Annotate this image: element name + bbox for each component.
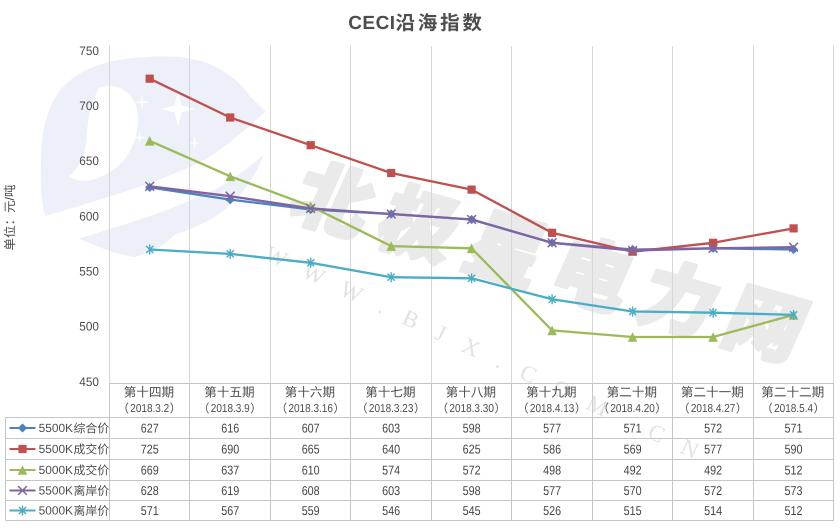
svg-text:669: 669 [141, 462, 159, 477]
svg-text:CECI: CECI [348, 13, 395, 34]
svg-text:2018.5.4: 2018.5.4 [774, 403, 813, 415]
svg-text:665: 665 [302, 441, 320, 456]
svg-text:500: 500 [79, 320, 99, 334]
svg-text:514: 514 [704, 503, 722, 518]
svg-text:640: 640 [382, 441, 400, 456]
svg-text:512: 512 [785, 462, 803, 477]
svg-text:650: 650 [79, 154, 99, 168]
svg-text:5500K: 5500K [39, 484, 73, 498]
svg-text:607: 607 [302, 420, 320, 435]
svg-text:725: 725 [141, 441, 159, 456]
svg-text:5500K: 5500K [39, 421, 73, 435]
svg-text:2018.3.2: 2018.3.2 [130, 403, 169, 415]
svg-text:577: 577 [704, 441, 722, 456]
svg-text:492: 492 [624, 462, 642, 477]
svg-text:567: 567 [221, 503, 239, 518]
svg-text:5000K: 5000K [39, 504, 73, 518]
svg-text:610: 610 [302, 462, 320, 477]
svg-text:5500K: 5500K [39, 442, 73, 456]
svg-text:608: 608 [302, 483, 320, 498]
svg-text:2018.4.13: 2018.4.13 [530, 403, 575, 415]
svg-text:627: 627 [141, 420, 159, 435]
svg-text:590: 590 [785, 441, 803, 456]
svg-text:545: 545 [463, 503, 481, 518]
svg-text:570: 570 [624, 483, 642, 498]
svg-text:2018.3.9: 2018.3.9 [211, 403, 250, 415]
svg-text:515: 515 [624, 503, 642, 518]
svg-text:2018.3.23: 2018.3.23 [369, 403, 414, 415]
svg-text:572: 572 [463, 462, 481, 477]
svg-text:512: 512 [785, 503, 803, 518]
svg-text:574: 574 [382, 462, 400, 477]
svg-text:619: 619 [221, 483, 239, 498]
svg-text:492: 492 [704, 462, 722, 477]
svg-text:750: 750 [79, 44, 99, 58]
svg-text:450: 450 [79, 375, 99, 389]
svg-text:498: 498 [543, 462, 561, 477]
svg-text:577: 577 [543, 420, 561, 435]
svg-text:2018.3.30: 2018.3.30 [449, 403, 494, 415]
svg-text:550: 550 [79, 265, 99, 279]
svg-text:603: 603 [382, 420, 400, 435]
svg-text:628: 628 [141, 483, 159, 498]
svg-text:577: 577 [543, 483, 561, 498]
svg-text:571: 571 [785, 420, 803, 435]
svg-text:572: 572 [704, 483, 722, 498]
svg-text:598: 598 [463, 420, 481, 435]
svg-text:586: 586 [543, 441, 561, 456]
svg-text:700: 700 [79, 99, 99, 113]
svg-text:637: 637 [221, 462, 239, 477]
svg-text:2018.4.27: 2018.4.27 [691, 403, 736, 415]
svg-text:2018.3.16: 2018.3.16 [288, 403, 333, 415]
svg-text:573: 573 [785, 483, 803, 498]
svg-text:690: 690 [221, 441, 239, 456]
svg-text:600: 600 [79, 209, 99, 223]
svg-text:625: 625 [463, 441, 481, 456]
svg-text:603: 603 [382, 483, 400, 498]
svg-text:526: 526 [543, 503, 561, 518]
svg-text:546: 546 [382, 503, 400, 518]
svg-text:571: 571 [141, 503, 159, 518]
svg-text:2018.4.20: 2018.4.20 [610, 403, 655, 415]
svg-text:571: 571 [624, 420, 642, 435]
svg-text:559: 559 [302, 503, 320, 518]
svg-text:/: / [3, 196, 17, 200]
svg-text:598: 598 [463, 483, 481, 498]
svg-text:572: 572 [704, 420, 722, 435]
svg-text:616: 616 [221, 420, 239, 435]
svg-text:569: 569 [624, 441, 642, 456]
svg-text:5000K: 5000K [39, 463, 73, 477]
